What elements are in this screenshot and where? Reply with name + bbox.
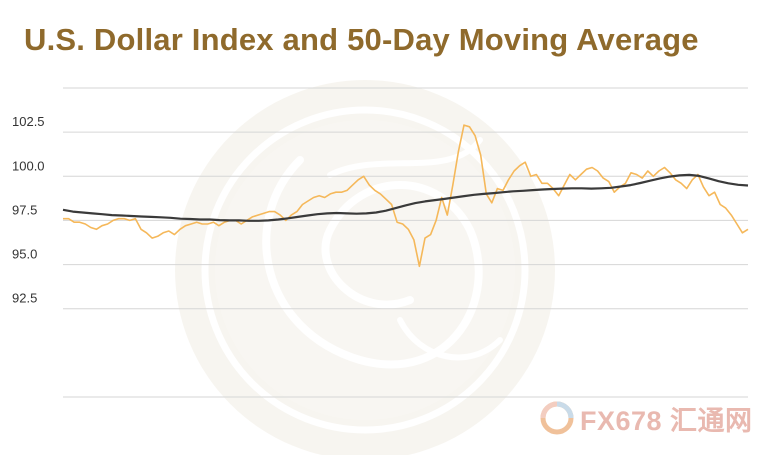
series-line-dollar-index [63, 124, 749, 268]
y-tick-label: 97.5 [12, 202, 37, 217]
series-lines [62, 124, 749, 268]
series-line-50-day-moving-average [62, 173, 749, 222]
background-watermark-emblem [175, 80, 555, 455]
chart-title: U.S. Dollar Index and 50-Day Moving Aver… [24, 22, 699, 57]
fx678-logo-icon [540, 401, 574, 435]
gridlines [63, 87, 748, 398]
fx678-watermark-text: FX678 汇通网 [580, 405, 753, 436]
y-tick-label: 92.5 [12, 291, 37, 306]
y-tick-label: 95.0 [12, 247, 37, 262]
y-axis-ticks: 92.5 95.0 97.5 100.0 102.5 [12, 114, 45, 306]
y-tick-label: 102.5 [12, 114, 45, 129]
y-tick-label: 100.0 [12, 158, 45, 173]
fx678-watermark: FX678 汇通网 [540, 398, 753, 438]
